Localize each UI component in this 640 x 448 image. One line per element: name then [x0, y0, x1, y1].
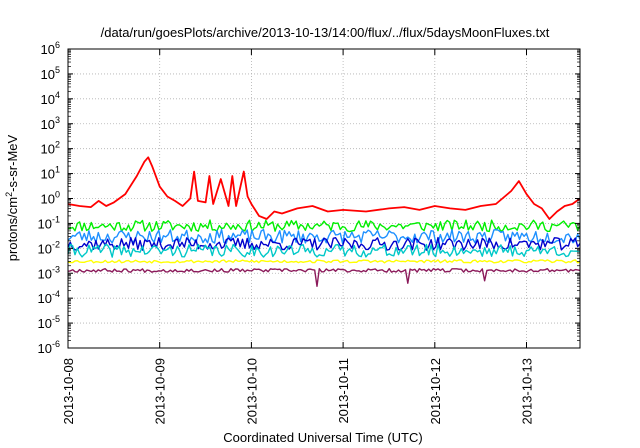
x-tick-label: 2013-10-09 [153, 358, 168, 425]
y-tick-label: 104 [41, 90, 60, 107]
y-tick-label: 103 [41, 115, 60, 132]
chart-title: /data/run/goesPlots/archive/2013-10-13/1… [101, 25, 550, 40]
series-line-2 [67, 219, 581, 233]
series-line-7 [67, 268, 581, 287]
y-tick-label: 106 [41, 40, 60, 57]
series-line-4 [67, 236, 581, 251]
x-tick-label: 2013-10-12 [428, 358, 443, 425]
x-tick-labels: 2013-10-08 2013-10-09 2013-10-10 2013-10-11… [61, 358, 535, 425]
x-tick-label: 2013-10-13 [520, 358, 535, 425]
grid [67, 49, 580, 348]
y-tick-label: 10-2 [38, 239, 60, 256]
y-tick-label: 100 [41, 190, 60, 207]
y-tick-labels: 10-6 10-5 10-4 10-3 10-2 10-1 100 101 102 103 104 1… [38, 40, 60, 356]
y-axis-label-sup: 2 [4, 192, 14, 197]
y-axis-label-prefix: protons/cm [5, 197, 20, 261]
x-tick-label: 2013-10-08 [61, 358, 76, 425]
axis-ticks [67, 48, 580, 349]
x-tick-label: 2013-10-10 [244, 358, 259, 425]
y-tick-label: 105 [41, 65, 60, 82]
series-line-5 [67, 243, 581, 258]
y-tick-label: 101 [41, 165, 60, 182]
y-tick-label: 10-5 [38, 314, 60, 331]
y-tick-label: 102 [41, 140, 60, 157]
y-tick-label: 10-1 [38, 214, 60, 231]
y-axis-label: protons/cm2-s-sr-MeV [4, 134, 20, 261]
x-axis-label: Coordinated Universal Time (UTC) [223, 430, 422, 445]
y-tick-label: 10-4 [38, 289, 60, 306]
y-tick-label: 10-6 [38, 339, 60, 356]
series-line-1 [67, 156, 581, 220]
series-line-6 [67, 259, 581, 264]
x-tick-label: 2013-10-11 [336, 358, 351, 424]
y-axis-label-suffix: -s-sr-MeV [5, 134, 20, 191]
series-layer [67, 156, 581, 287]
y-tick-label: 10-3 [38, 264, 60, 281]
